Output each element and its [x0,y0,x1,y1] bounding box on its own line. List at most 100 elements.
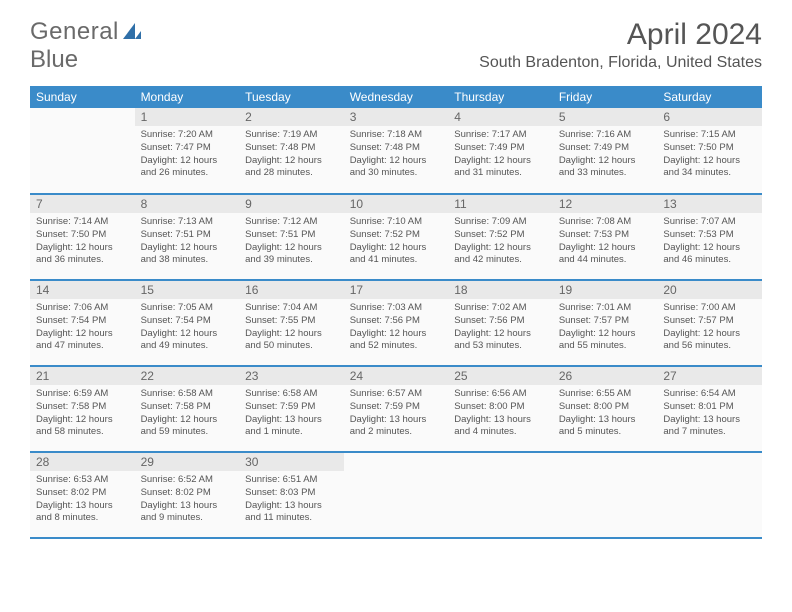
calendar-cell: 24Sunrise: 6:57 AMSunset: 7:59 PMDayligh… [344,366,449,452]
calendar-cell: 10Sunrise: 7:10 AMSunset: 7:52 PMDayligh… [344,194,449,280]
day-number: 13 [657,195,762,213]
calendar-cell: 26Sunrise: 6:55 AMSunset: 8:00 PMDayligh… [553,366,658,452]
day-number: 21 [30,367,135,385]
calendar-cell [553,452,658,538]
calendar-cell [30,108,135,194]
logo: General [30,18,143,46]
day-number: 11 [448,195,553,213]
day-number: 23 [239,367,344,385]
calendar-cell: 19Sunrise: 7:01 AMSunset: 7:57 PMDayligh… [553,280,658,366]
day-number: 9 [239,195,344,213]
day-number: 1 [135,108,240,126]
calendar-cell: 15Sunrise: 7:05 AMSunset: 7:54 PMDayligh… [135,280,240,366]
day-details: Sunrise: 7:02 AMSunset: 7:56 PMDaylight:… [448,299,553,357]
day-details: Sunrise: 7:18 AMSunset: 7:48 PMDaylight:… [344,126,449,184]
day-details: Sunrise: 7:00 AMSunset: 7:57 PMDaylight:… [657,299,762,357]
day-number: 3 [344,108,449,126]
calendar-row: 28Sunrise: 6:53 AMSunset: 8:02 PMDayligh… [30,452,762,538]
day-number: 25 [448,367,553,385]
day-details: Sunrise: 6:54 AMSunset: 8:01 PMDaylight:… [657,385,762,443]
calendar-cell: 20Sunrise: 7:00 AMSunset: 7:57 PMDayligh… [657,280,762,366]
logo-word1: General [30,18,119,46]
day-details: Sunrise: 6:55 AMSunset: 8:00 PMDaylight:… [553,385,658,443]
day-details: Sunrise: 6:53 AMSunset: 8:02 PMDaylight:… [30,471,135,529]
weekday-header: Friday [553,86,658,108]
day-number: 29 [135,453,240,471]
header: General April 2024 South Bradenton, Flor… [0,0,792,76]
location: South Bradenton, Florida, United States [479,54,762,72]
calendar-cell: 13Sunrise: 7:07 AMSunset: 7:53 PMDayligh… [657,194,762,280]
calendar-row: 21Sunrise: 6:59 AMSunset: 7:58 PMDayligh… [30,366,762,452]
day-details: Sunrise: 7:14 AMSunset: 7:50 PMDaylight:… [30,213,135,271]
calendar-cell: 27Sunrise: 6:54 AMSunset: 8:01 PMDayligh… [657,366,762,452]
day-number: 16 [239,281,344,299]
day-details: Sunrise: 7:20 AMSunset: 7:47 PMDaylight:… [135,126,240,184]
day-number: 15 [135,281,240,299]
weekday-header: Wednesday [344,86,449,108]
day-details: Sunrise: 6:52 AMSunset: 8:02 PMDaylight:… [135,471,240,529]
calendar-cell: 8Sunrise: 7:13 AMSunset: 7:51 PMDaylight… [135,194,240,280]
day-details: Sunrise: 7:09 AMSunset: 7:52 PMDaylight:… [448,213,553,271]
calendar-cell: 6Sunrise: 7:15 AMSunset: 7:50 PMDaylight… [657,108,762,194]
logo-sail-icon [121,21,143,43]
day-details: Sunrise: 7:04 AMSunset: 7:55 PMDaylight:… [239,299,344,357]
day-number: 22 [135,367,240,385]
day-details: Sunrise: 6:58 AMSunset: 7:59 PMDaylight:… [239,385,344,443]
day-details: Sunrise: 7:07 AMSunset: 7:53 PMDaylight:… [657,213,762,271]
weekday-header: Sunday [30,86,135,108]
day-details: Sunrise: 6:51 AMSunset: 8:03 PMDaylight:… [239,471,344,529]
calendar-row: 1Sunrise: 7:20 AMSunset: 7:47 PMDaylight… [30,108,762,194]
day-number: 7 [30,195,135,213]
day-number: 19 [553,281,658,299]
day-number: 28 [30,453,135,471]
day-details: Sunrise: 7:08 AMSunset: 7:53 PMDaylight:… [553,213,658,271]
day-details: Sunrise: 7:06 AMSunset: 7:54 PMDaylight:… [30,299,135,357]
day-number: 8 [135,195,240,213]
day-number: 5 [553,108,658,126]
calendar-cell: 23Sunrise: 6:58 AMSunset: 7:59 PMDayligh… [239,366,344,452]
calendar-cell: 5Sunrise: 7:16 AMSunset: 7:49 PMDaylight… [553,108,658,194]
calendar-row: 14Sunrise: 7:06 AMSunset: 7:54 PMDayligh… [30,280,762,366]
day-number: 2 [239,108,344,126]
calendar-table: SundayMondayTuesdayWednesdayThursdayFrid… [30,86,762,539]
calendar-cell: 28Sunrise: 6:53 AMSunset: 8:02 PMDayligh… [30,452,135,538]
day-details: Sunrise: 7:12 AMSunset: 7:51 PMDaylight:… [239,213,344,271]
calendar-cell: 7Sunrise: 7:14 AMSunset: 7:50 PMDaylight… [30,194,135,280]
day-details: Sunrise: 7:17 AMSunset: 7:49 PMDaylight:… [448,126,553,184]
calendar-cell: 11Sunrise: 7:09 AMSunset: 7:52 PMDayligh… [448,194,553,280]
day-number: 27 [657,367,762,385]
day-number: 20 [657,281,762,299]
day-number: 17 [344,281,449,299]
calendar-head: SundayMondayTuesdayWednesdayThursdayFrid… [30,86,762,108]
calendar-cell: 3Sunrise: 7:18 AMSunset: 7:48 PMDaylight… [344,108,449,194]
day-number: 6 [657,108,762,126]
day-number: 26 [553,367,658,385]
day-details: Sunrise: 7:13 AMSunset: 7:51 PMDaylight:… [135,213,240,271]
calendar-cell: 22Sunrise: 6:58 AMSunset: 7:58 PMDayligh… [135,366,240,452]
day-details: Sunrise: 6:57 AMSunset: 7:59 PMDaylight:… [344,385,449,443]
calendar-cell [344,452,449,538]
day-details: Sunrise: 7:10 AMSunset: 7:52 PMDaylight:… [344,213,449,271]
day-details: Sunrise: 6:58 AMSunset: 7:58 PMDaylight:… [135,385,240,443]
calendar-row: 7Sunrise: 7:14 AMSunset: 7:50 PMDaylight… [30,194,762,280]
calendar-cell: 4Sunrise: 7:17 AMSunset: 7:49 PMDaylight… [448,108,553,194]
day-details: Sunrise: 7:05 AMSunset: 7:54 PMDaylight:… [135,299,240,357]
month-title: April 2024 [479,18,762,52]
calendar-cell: 2Sunrise: 7:19 AMSunset: 7:48 PMDaylight… [239,108,344,194]
calendar-cell: 21Sunrise: 6:59 AMSunset: 7:58 PMDayligh… [30,366,135,452]
calendar-body: 1Sunrise: 7:20 AMSunset: 7:47 PMDaylight… [30,108,762,538]
calendar-cell [657,452,762,538]
day-details: Sunrise: 6:56 AMSunset: 8:00 PMDaylight:… [448,385,553,443]
weekday-header: Saturday [657,86,762,108]
day-number: 10 [344,195,449,213]
day-number: 12 [553,195,658,213]
day-number: 30 [239,453,344,471]
logo-word2: Blue [30,46,78,74]
day-number: 24 [344,367,449,385]
title-block: April 2024 South Bradenton, Florida, Uni… [479,18,762,72]
day-number: 4 [448,108,553,126]
calendar-cell: 14Sunrise: 7:06 AMSunset: 7:54 PMDayligh… [30,280,135,366]
calendar-cell: 18Sunrise: 7:02 AMSunset: 7:56 PMDayligh… [448,280,553,366]
calendar-cell: 12Sunrise: 7:08 AMSunset: 7:53 PMDayligh… [553,194,658,280]
calendar-cell: 1Sunrise: 7:20 AMSunset: 7:47 PMDaylight… [135,108,240,194]
